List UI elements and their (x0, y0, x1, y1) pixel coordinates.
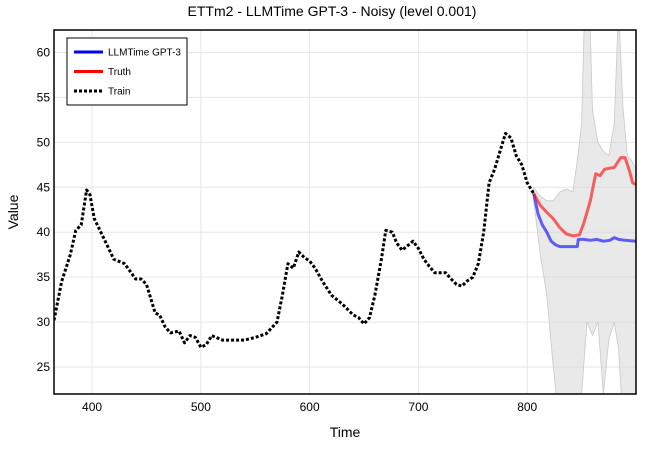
ticks: 400 500 600 700 800 25 30 35 40 45 50 55 60 (37, 45, 538, 414)
confidence-band-layer (533, 30, 636, 394)
series-line-train (54, 131, 535, 349)
x-axis-label: Time (330, 424, 361, 440)
series-line-llmtime-gpt-3 (532, 193, 636, 249)
series-line-truth (532, 156, 636, 238)
x-tick-label: 700 (408, 400, 428, 414)
y-tick-label: 25 (37, 360, 51, 374)
y-tick-label: 40 (37, 225, 51, 239)
x-tick-label: 400 (82, 400, 102, 414)
x-tick-label: 500 (191, 400, 211, 414)
y-tick-label: 55 (37, 90, 51, 104)
series-layer (54, 131, 636, 349)
legend-label: Train (108, 87, 130, 98)
y-tick-label: 30 (37, 315, 51, 329)
y-tick-label: 45 (37, 180, 51, 194)
legend: LLMTime GPT-3 Truth Train (66, 37, 188, 106)
chart-title: ETTm2 - LLMTime GPT-3 - Noisy (level 0.0… (188, 3, 477, 19)
y-tick-label: 60 (37, 45, 51, 59)
x-tick-label: 600 (300, 400, 320, 414)
x-tick-label: 800 (517, 400, 537, 414)
plot-frame (53, 29, 637, 395)
confidence-band (533, 30, 636, 394)
legend-label: Truth (108, 67, 131, 78)
y-axis-label: Value (5, 194, 21, 229)
legend-label: LLMTime GPT-3 (108, 48, 181, 59)
y-tick-label: 50 (37, 135, 51, 149)
y-tick-label: 35 (37, 270, 51, 284)
